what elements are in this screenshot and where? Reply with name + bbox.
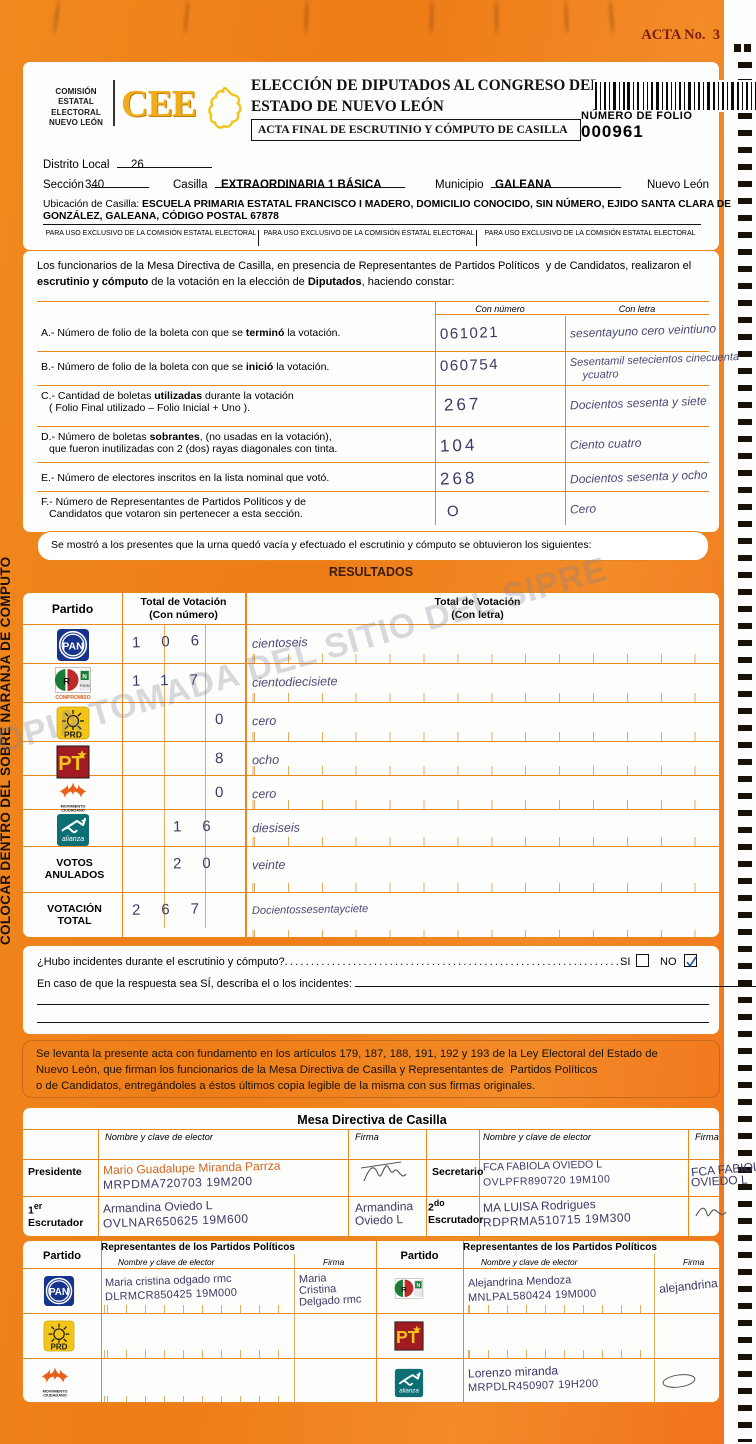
svg-text:R: R (401, 1284, 407, 1293)
svg-text:PT: PT (58, 753, 84, 775)
svg-text:alianza: alianza (399, 1388, 419, 1395)
svg-text:N: N (416, 1282, 420, 1288)
svg-text:PAN: PAN (49, 1287, 69, 1298)
svg-text:PAN: PAN (62, 641, 83, 653)
svg-text:PRD: PRD (51, 1343, 68, 1352)
svg-text:alianza: alianza (62, 836, 84, 843)
svg-text:COMPROMISO: COMPROMISO (55, 695, 90, 701)
svg-text:PVEM: PVEM (80, 684, 90, 688)
svg-text:R: R (63, 677, 70, 688)
svg-text:N: N (82, 673, 87, 680)
svg-text:CIUDADANO: CIUDADANO (43, 1392, 67, 1397)
svg-text:PRD: PRD (64, 730, 82, 740)
svg-text:PT: PT (396, 1327, 419, 1347)
